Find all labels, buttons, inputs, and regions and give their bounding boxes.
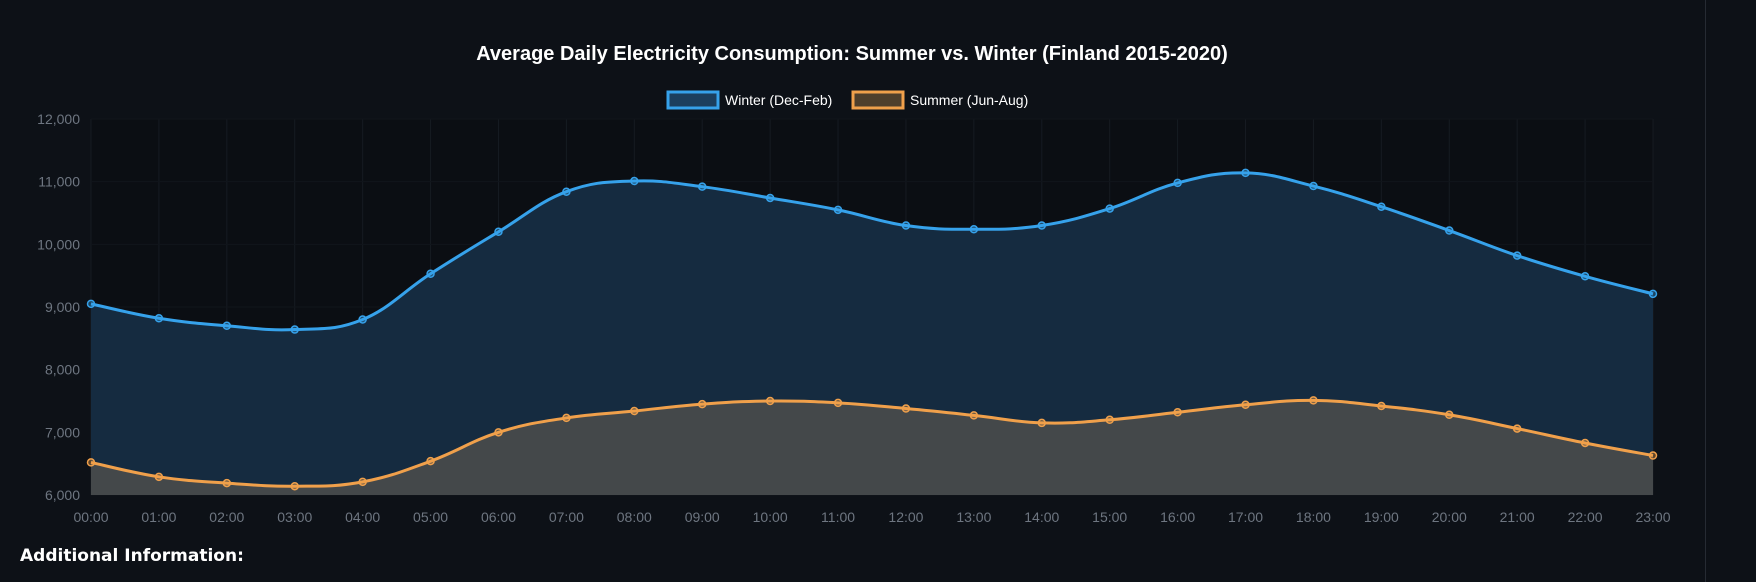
x-axis-ticks: 00:00 01:00 02:00 03:00 04:00 05:00 06:00 07:00… <box>73 509 1670 525</box>
data-point[interactable] <box>765 193 775 203</box>
data-point[interactable] <box>1445 226 1454 235</box>
data-point[interactable] <box>154 472 164 482</box>
x-tick-label: 02:00 <box>209 509 244 525</box>
data-point[interactable] <box>562 413 571 423</box>
legend-swatch <box>851 90 905 110</box>
data-point[interactable] <box>1173 408 1182 417</box>
data-point[interactable] <box>697 399 707 409</box>
data-point[interactable] <box>1309 181 1318 191</box>
chart-title: Average Daily Electricity Consumption: S… <box>476 43 1228 65</box>
data-point[interactable] <box>833 205 843 215</box>
data-point[interactable] <box>426 269 435 279</box>
x-tick-label: 19:00 <box>1364 509 1399 525</box>
data-point[interactable] <box>1580 272 1590 281</box>
y-tick-label: 11,000 <box>38 174 80 190</box>
x-tick-label: 05:00 <box>413 509 448 525</box>
x-tick-label: 16:00 <box>1160 509 1195 525</box>
data-point[interactable] <box>969 225 979 234</box>
y-tick-label: 7,000 <box>45 424 80 440</box>
consumption-chart: 6,000 7,000 8,000 9,000 10,000 11,000 12,000 0… <box>37 43 1671 525</box>
x-tick-label: 08:00 <box>617 509 652 525</box>
data-point[interactable] <box>1648 451 1658 460</box>
x-tick-label: 06:00 <box>481 509 516 525</box>
data-point[interactable] <box>1377 401 1386 411</box>
x-tick-label: 07:00 <box>549 509 584 525</box>
legend[interactable]: Winter (Dec-Feb) Summer (Jun-Aug) <box>666 90 1028 110</box>
x-tick-label: 03:00 <box>277 509 312 525</box>
series-lines <box>90 171 1654 488</box>
legend-swatch <box>666 90 720 110</box>
data-point[interactable] <box>86 458 96 467</box>
data-point[interactable] <box>1105 204 1114 213</box>
data-point[interactable] <box>1648 289 1658 299</box>
y-tick-label: 10,000 <box>37 236 80 252</box>
data-point[interactable] <box>1105 415 1114 425</box>
series-areas <box>91 172 1653 495</box>
legend-item-winter[interactable]: Winter (Dec-Feb) <box>666 90 832 110</box>
data-point[interactable] <box>901 404 911 413</box>
series-points <box>86 168 1658 491</box>
data-point[interactable] <box>630 406 639 416</box>
data-point[interactable] <box>1377 202 1386 211</box>
data-point[interactable] <box>494 227 503 237</box>
data-point[interactable] <box>1037 221 1047 230</box>
x-tick-label: 22:00 <box>1568 509 1603 525</box>
x-tick-label: 20:00 <box>1432 509 1467 525</box>
x-tick-label: 09:00 <box>685 509 720 525</box>
series-line-summer <box>90 398 1654 488</box>
y-axis-ticks: 6,000 7,000 8,000 9,000 10,000 11,000 12,000 <box>37 111 80 503</box>
data-point[interactable] <box>222 321 232 331</box>
x-tick-label: 14:00 <box>1024 509 1059 525</box>
data-point[interactable] <box>1241 168 1250 178</box>
data-point[interactable] <box>222 478 232 488</box>
legend-label: Summer (Jun-Aug) <box>910 92 1028 108</box>
y-tick-label: 9,000 <box>45 299 80 315</box>
series-line-winter <box>90 171 1654 332</box>
data-point[interactable] <box>358 315 367 324</box>
data-point[interactable] <box>1309 396 1318 405</box>
data-point[interactable] <box>1037 418 1047 428</box>
data-point[interactable] <box>969 411 979 420</box>
x-tick-label: 17:00 <box>1228 509 1263 525</box>
data-point[interactable] <box>154 314 164 323</box>
data-point[interactable] <box>901 221 911 230</box>
data-point[interactable] <box>833 398 843 408</box>
data-point[interactable] <box>426 456 435 466</box>
data-point[interactable] <box>765 396 775 406</box>
legend-item-summer[interactable]: Summer (Jun-Aug) <box>851 90 1028 110</box>
data-point[interactable] <box>358 477 367 487</box>
additional-info-heading: Additional Information: <box>20 546 244 566</box>
data-point[interactable] <box>494 428 503 437</box>
data-point[interactable] <box>1445 410 1454 420</box>
x-tick-label: 11:00 <box>821 509 855 525</box>
data-point[interactable] <box>1512 424 1522 433</box>
x-tick-label: 13:00 <box>956 509 991 525</box>
data-point[interactable] <box>1241 400 1250 410</box>
x-tick-label: 23:00 <box>1635 509 1670 525</box>
x-tick-label: 21:00 <box>1500 509 1535 525</box>
x-tick-label: 15:00 <box>1092 509 1127 525</box>
y-tick-label: 6,000 <box>45 487 80 503</box>
y-tick-label: 12,000 <box>37 111 80 127</box>
x-tick-label: 18:00 <box>1296 509 1331 525</box>
data-point[interactable] <box>1173 178 1182 188</box>
legend-label: Winter (Dec-Feb) <box>725 92 832 108</box>
series-area-summer <box>91 400 1653 495</box>
x-tick-label: 12:00 <box>888 509 923 525</box>
data-point[interactable] <box>697 182 707 191</box>
data-point[interactable] <box>630 176 639 186</box>
x-tick-label: 04:00 <box>345 509 380 525</box>
data-point[interactable] <box>562 187 571 196</box>
x-tick-label: 00:00 <box>73 509 108 525</box>
x-tick-label: 01:00 <box>141 509 176 525</box>
scrollbar-divider <box>1705 0 1706 582</box>
data-point[interactable] <box>290 481 299 491</box>
data-point[interactable] <box>1512 251 1522 260</box>
x-tick-label: 10:00 <box>753 509 788 525</box>
data-point[interactable] <box>290 325 299 334</box>
y-tick-label: 8,000 <box>45 362 80 378</box>
data-point[interactable] <box>86 299 96 309</box>
data-point[interactable] <box>1580 438 1590 448</box>
